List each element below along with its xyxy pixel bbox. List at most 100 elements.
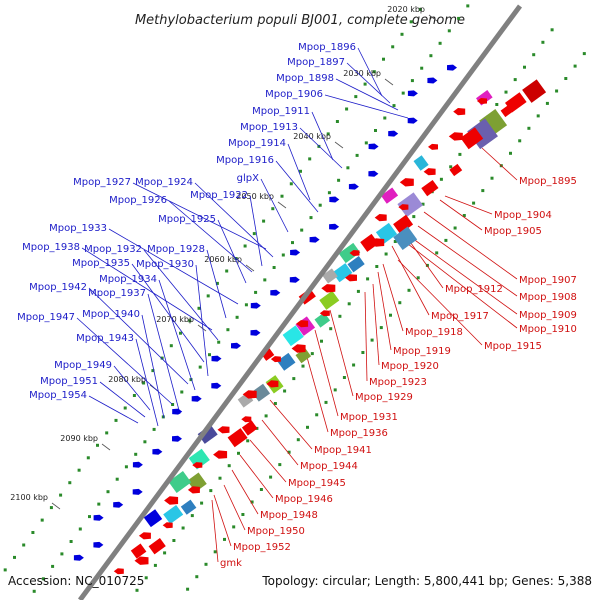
- forward-strand-arrow[interactable]: [329, 196, 340, 203]
- forward-strand-arrow[interactable]: [93, 541, 104, 548]
- gene-feature-block[interactable]: [295, 348, 312, 364]
- reverse-strand-arrow[interactable]: [349, 250, 360, 256]
- gene-label-mpop-1951[interactable]: Mpop_1951: [40, 376, 98, 387]
- reverse-strand-arrow[interactable]: [296, 320, 309, 328]
- forward-strand-arrow[interactable]: [309, 236, 320, 243]
- forward-strand-arrow[interactable]: [250, 329, 261, 336]
- gene-feature-block[interactable]: [413, 155, 429, 171]
- reverse-strand-arrow[interactable]: [213, 450, 228, 459]
- gene-feature-block[interactable]: [319, 290, 340, 310]
- reverse-strand-arrow[interactable]: [134, 556, 149, 565]
- gene-label-mpop-1907[interactable]: Mpop_1907: [519, 275, 577, 286]
- gene-feature-block[interactable]: [360, 233, 379, 252]
- gene-feature-block[interactable]: [380, 187, 399, 204]
- forward-strand-arrow[interactable]: [290, 249, 301, 256]
- forward-strand-arrow[interactable]: [211, 355, 222, 362]
- reverse-strand-arrow[interactable]: [192, 462, 203, 469]
- reverse-strand-arrow[interactable]: [241, 416, 252, 423]
- reverse-strand-arrow[interactable]: [242, 390, 257, 399]
- gene-label-mpop-1920[interactable]: Mpop_1920: [381, 361, 439, 372]
- gene-label-mpop-1917[interactable]: Mpop_1917: [431, 311, 489, 322]
- gene-feature-block[interactable]: [314, 312, 331, 328]
- gene-label-mpop-1932[interactable]: Mpop_1932: [84, 244, 142, 255]
- reverse-strand-arrow[interactable]: [448, 132, 463, 141]
- reverse-strand-arrow[interactable]: [370, 238, 385, 247]
- gene-label-mpop-1935[interactable]: Mpop_1935: [72, 258, 130, 269]
- forward-strand-arrow[interactable]: [211, 382, 222, 389]
- forward-strand-arrow[interactable]: [172, 435, 182, 442]
- gene-feature-block[interactable]: [347, 256, 365, 273]
- gene-label-mpop-1945[interactable]: Mpop_1945: [288, 478, 346, 489]
- gene-label-mpop-1919[interactable]: Mpop_1919: [393, 346, 451, 357]
- gene-label-mpop-1904[interactable]: Mpop_1904: [494, 210, 552, 221]
- gene-label-mpop-1924[interactable]: Mpop_1924: [135, 177, 193, 188]
- gene-feature-block[interactable]: [393, 226, 418, 251]
- gene-feature-block[interactable]: [322, 268, 338, 284]
- reverse-strand-arrow[interactable]: [138, 532, 151, 540]
- gene-feature-block[interactable]: [332, 263, 353, 283]
- forward-strand-arrow[interactable]: [270, 289, 281, 296]
- gene-label-mpop-1938[interactable]: Mpop_1938: [22, 242, 80, 253]
- gene-feature-block[interactable]: [241, 420, 258, 436]
- forward-strand-arrow[interactable]: [368, 143, 379, 150]
- forward-strand-arrow[interactable]: [132, 488, 143, 495]
- reverse-strand-arrow[interactable]: [319, 310, 330, 317]
- gene-feature-block[interactable]: [449, 163, 463, 177]
- gene-label-mpop-1942[interactable]: Mpop_1942: [29, 282, 87, 293]
- gene-label-mpop-1925[interactable]: Mpop_1925: [158, 214, 216, 225]
- gene-label-mpop-1948[interactable]: Mpop_1948: [260, 510, 318, 521]
- gene-feature-block[interactable]: [504, 92, 527, 113]
- gene-label-mpop-1911[interactable]: Mpop_1911: [252, 106, 310, 117]
- gene-feature-block[interactable]: [397, 192, 423, 218]
- forward-strand-arrow[interactable]: [348, 183, 359, 190]
- gene-feature-block[interactable]: [277, 352, 296, 371]
- forward-strand-arrow[interactable]: [427, 77, 438, 84]
- reverse-strand-arrow[interactable]: [321, 284, 336, 293]
- gene-label-mpop-1936[interactable]: Mpop_1936: [330, 428, 388, 439]
- reverse-strand-arrow[interactable]: [399, 178, 414, 187]
- gene-feature-block[interactable]: [143, 509, 163, 528]
- reverse-strand-arrow[interactable]: [113, 568, 124, 575]
- gene-feature-block[interactable]: [522, 79, 547, 103]
- gene-label-mpop-1949[interactable]: Mpop_1949: [54, 360, 112, 371]
- reverse-strand-arrow[interactable]: [164, 496, 179, 505]
- gene-label-mpop-1933[interactable]: Mpop_1933: [49, 223, 107, 234]
- gene-label-mpop-1930[interactable]: Mpop_1930: [136, 259, 194, 270]
- gene-label-mpop-1931[interactable]: Mpop_1931: [340, 412, 398, 423]
- gene-feature-block[interactable]: [163, 504, 184, 525]
- gene-feature-block[interactable]: [130, 543, 147, 559]
- reverse-strand-arrow[interactable]: [187, 486, 200, 494]
- gene-feature-block[interactable]: [148, 538, 166, 555]
- reverse-strand-arrow[interactable]: [162, 522, 173, 529]
- gene-label-mpop-1918[interactable]: Mpop_1918: [405, 327, 463, 338]
- gene-feature-block[interactable]: [282, 325, 304, 347]
- reverse-strand-arrow[interactable]: [453, 108, 466, 116]
- forward-strand-arrow[interactable]: [152, 448, 163, 455]
- forward-strand-arrow[interactable]: [172, 408, 183, 415]
- forward-strand-arrow[interactable]: [191, 395, 202, 402]
- reverse-strand-arrow[interactable]: [398, 204, 409, 211]
- gene-label-mpop-1926[interactable]: Mpop_1926: [109, 195, 167, 206]
- reverse-strand-arrow[interactable]: [477, 98, 487, 104]
- forward-strand-arrow[interactable]: [231, 342, 241, 349]
- reverse-strand-arrow[interactable]: [423, 168, 436, 176]
- gene-label-mpop-1952[interactable]: Mpop_1952: [233, 542, 291, 553]
- gene-label-mpop-1937[interactable]: Mpop_1937: [88, 288, 146, 299]
- forward-strand-arrow[interactable]: [388, 130, 399, 137]
- gene-label-mpop-1908[interactable]: Mpop_1908: [519, 292, 577, 303]
- forward-strand-arrow[interactable]: [368, 170, 379, 177]
- gene-label-mpop-1934[interactable]: Mpop_1934: [99, 274, 157, 285]
- forward-strand-arrow[interactable]: [250, 302, 261, 309]
- gene-label-mpop-1954[interactable]: Mpop_1954: [29, 390, 87, 401]
- gene-label-mpop-1909[interactable]: Mpop_1909: [519, 310, 577, 321]
- gene-feature-block[interactable]: [168, 471, 192, 493]
- gene-label-gmk[interactable]: gmk: [220, 558, 242, 569]
- reverse-strand-arrow[interactable]: [291, 344, 306, 353]
- forward-strand-arrow[interactable]: [132, 461, 143, 468]
- gene-label-mpop-1941[interactable]: Mpop_1941: [314, 445, 372, 456]
- gene-label-mpop-1950[interactable]: Mpop_1950: [247, 526, 305, 537]
- gene-label-mpop-1943[interactable]: Mpop_1943: [76, 333, 134, 344]
- gene-feature-block[interactable]: [393, 214, 414, 234]
- gene-feature-block[interactable]: [375, 222, 398, 244]
- reverse-strand-arrow[interactable]: [374, 214, 387, 222]
